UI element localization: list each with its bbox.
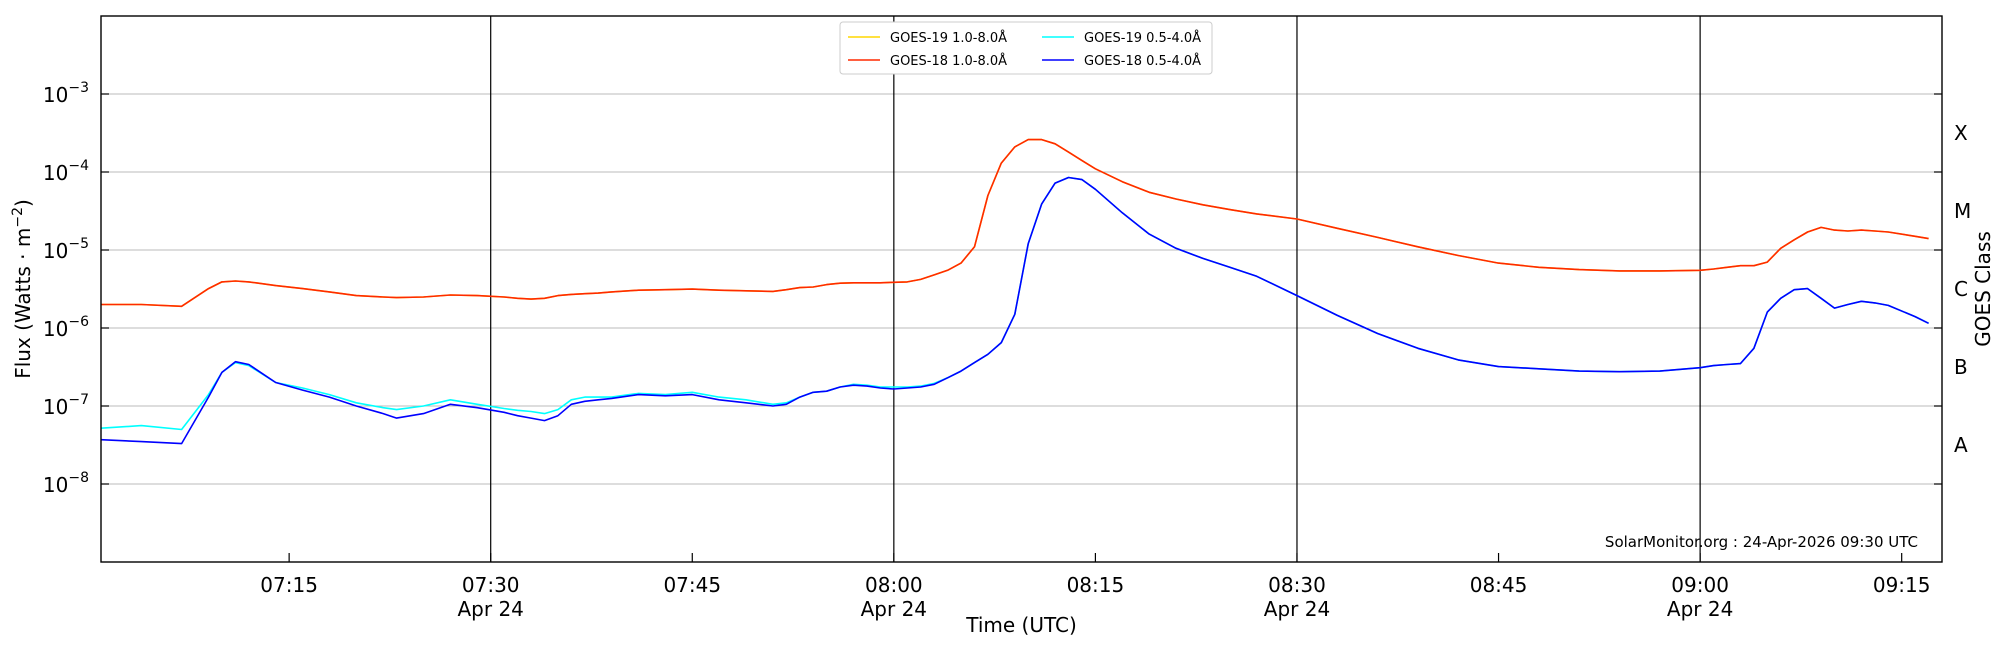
x-tick-label: 08:30 xyxy=(1268,573,1326,597)
x-tick-label: 08:15 xyxy=(1067,573,1125,597)
y-tick-label: 10−4 xyxy=(43,158,89,185)
x-tick-label: 08:00 xyxy=(865,573,923,597)
y-tick-label: 10−3 xyxy=(43,80,89,107)
y-tick-label: 10−8 xyxy=(43,470,89,497)
y-tick-exponent: −4 xyxy=(68,158,89,174)
y-axis-title-close: ) xyxy=(11,199,35,207)
y-tick-exponent: −5 xyxy=(68,236,89,252)
series-line xyxy=(101,138,1929,308)
legend-label: GOES-19 0.5-4.0Å xyxy=(1084,30,1201,46)
y-tick-exponent: −6 xyxy=(68,314,89,330)
goes-class-label: M xyxy=(1954,199,1971,223)
legend-label: GOES-18 1.0-8.0Å xyxy=(890,53,1007,69)
y-tick-exponent: −7 xyxy=(68,392,89,408)
y-tick-label: 10−5 xyxy=(43,236,89,263)
y-tick-base: 10 xyxy=(43,317,68,341)
y-tick-exponent: −8 xyxy=(68,470,89,486)
goes-class-label: A xyxy=(1954,433,1968,457)
series-layer xyxy=(100,138,1929,445)
vertical-line-layer xyxy=(490,16,1701,562)
plot-frame xyxy=(100,15,1943,563)
goes-class-layer: A B C M X xyxy=(1954,121,1971,457)
legend-box xyxy=(839,21,1213,75)
goes-class-label: X xyxy=(1954,121,1968,145)
x-tick-label: 09:15 xyxy=(1873,573,1931,597)
y-axis-title: Flux (Watts · m−2) xyxy=(10,199,35,379)
y-tick-layer: 10−810−710−610−510−410−3 xyxy=(43,80,1942,497)
x-tick-date-label: Apr 24 xyxy=(457,597,523,621)
y-tick-label: 10−7 xyxy=(43,392,89,419)
legend: GOES-19 1.0-8.0Å GOES-19 0.5-4.0Å GOES-18 … xyxy=(839,21,1213,75)
x-axis-title: Time (UTC) xyxy=(965,613,1077,637)
x-tick-date-label: Apr 24 xyxy=(1264,597,1330,621)
x-tick-date-label: Apr 24 xyxy=(861,597,927,621)
goes-class-label: C xyxy=(1954,277,1968,301)
y-tick-base: 10 xyxy=(43,473,68,497)
x-tick-label: 07:30 xyxy=(462,573,520,597)
x-tick-date-label: Apr 24 xyxy=(1667,597,1733,621)
y-axis-title-exponent: −2 xyxy=(10,207,26,228)
goes-class-axis-title: GOES Class xyxy=(1971,231,1995,347)
credit-text: SolarMonitor.org : 24-Apr-2026 09:30 UTC xyxy=(1605,533,1918,551)
y-tick-base: 10 xyxy=(43,239,68,263)
y-tick-label: 10−6 xyxy=(43,314,89,341)
series-line xyxy=(100,176,1929,445)
y-tick-base: 10 xyxy=(43,395,68,419)
grid-layer xyxy=(101,93,1942,485)
x-tick-label: 09:00 xyxy=(1671,573,1729,597)
series-line xyxy=(101,138,1929,308)
y-tick-base: 10 xyxy=(43,161,68,185)
y-tick-exponent: −3 xyxy=(68,80,89,96)
series-line xyxy=(100,176,1929,431)
legend-label: GOES-19 1.0-8.0Å xyxy=(890,30,1007,46)
x-tick-label: 08:45 xyxy=(1470,573,1528,597)
x-tick-label: 07:45 xyxy=(663,573,721,597)
y-tick-base: 10 xyxy=(43,83,68,107)
y-axis-title-main: Flux (Watts · m xyxy=(11,228,35,379)
x-tick-label: 07:15 xyxy=(260,573,318,597)
legend-label: GOES-18 0.5-4.0Å xyxy=(1084,53,1201,69)
goes-class-label: B xyxy=(1954,355,1968,379)
